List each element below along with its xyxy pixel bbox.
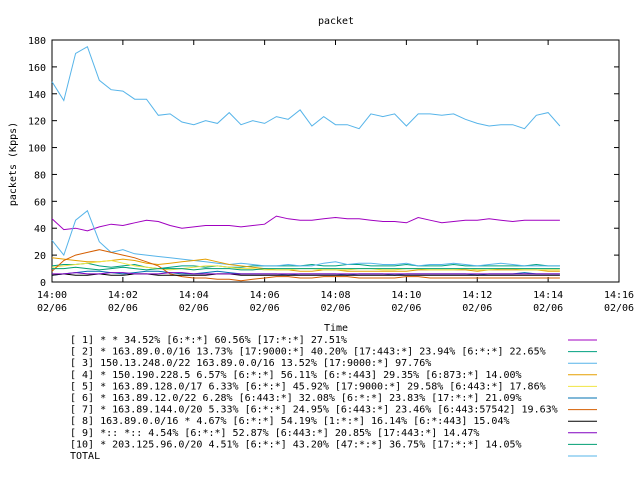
y-tick-label: 120 (28, 117, 46, 128)
y-axis-ticks: 0 20 40 60 80 100 120 140 160 180 (28, 36, 619, 289)
legend-entry-label: [10] * 203.125.96.0/20 4.51% [6:*:*] 43.… (70, 439, 522, 450)
legend-entry-label: [ 5] * 163.89.128.0/17 6.33% [6:*:*] 45.… (70, 381, 546, 392)
series-line-4 (51, 257, 560, 272)
x-tick-label-time: 14:04 (179, 290, 209, 301)
y-axis-label: packets (Kpps) (8, 122, 19, 206)
x-tick-label-date: 02/06 (250, 303, 280, 314)
series-line-3 (51, 209, 560, 267)
y-tick-label: 160 (28, 63, 46, 74)
legend-entry-label: [ 3] 150.13.248.0/22 163.89.0.0/16 13.52… (70, 358, 431, 369)
x-tick-label-time: 14:16 (604, 290, 634, 301)
x-tick-label-date: 02/06 (604, 303, 634, 314)
x-tick-label-date: 02/06 (320, 303, 350, 314)
series-line-1 (51, 215, 560, 232)
legend-entry-label: [ 7] * 163.89.144.0/20 5.33% [6:*:*] 24.… (70, 405, 558, 416)
x-tick-label-time: 14:06 (250, 290, 280, 301)
y-tick-label: 180 (28, 36, 46, 47)
legend-entry-label: [ 2] * 163.89.0.0/16 13.73% [17:9000:*] … (70, 347, 546, 358)
y-tick-label: 140 (28, 90, 46, 101)
x-tick-label-date: 02/06 (462, 303, 492, 314)
x-tick-label-date: 02/06 (179, 303, 209, 314)
x-tick-label-date: 02/06 (108, 303, 138, 314)
series-line-7 (51, 249, 560, 282)
y-tick-label: 100 (28, 144, 46, 155)
series-lines (51, 45, 561, 282)
x-tick-label-time: 14:10 (391, 290, 421, 301)
y-tick-label: 40 (34, 224, 46, 235)
legend-entry-label: [ 8] 163.89.0.0/16 * 4.67% [6:*:*] 54.19… (70, 416, 510, 427)
y-tick-label: 0 (40, 278, 46, 289)
x-tick-label-time: 14:08 (320, 290, 350, 301)
x-axis-ticks: 14:00 02/06 14:02 02/06 14:04 02/06 14:06 02/06… (37, 40, 634, 314)
y-tick-label: 60 (34, 197, 46, 208)
x-axis-label: Time (324, 323, 348, 334)
x-tick-label-time: 14:14 (533, 290, 563, 301)
legend-entry-label: TOTAL (70, 451, 100, 462)
x-tick-label-time: 14:02 (108, 290, 138, 301)
legend: [ 1] * * 34.52% [6:*:*] 60.56% [17:*:*] … (70, 335, 597, 462)
x-tick-label-date: 02/06 (37, 303, 67, 314)
x-tick-label-date: 02/06 (533, 303, 563, 314)
chart-title: packet (318, 16, 354, 27)
y-tick-label: 20 (34, 251, 46, 262)
legend-entry-label: [ 9] *:: *:: 4.54% [6:*:*] 52.87% [6:443… (70, 428, 479, 439)
series-line-10 (52, 266, 560, 271)
x-tick-label-time: 14:00 (37, 290, 67, 301)
series-line-11 (51, 45, 561, 130)
y-tick-label: 80 (34, 170, 46, 181)
x-tick-label-date: 02/06 (391, 303, 421, 314)
plot-area-border (51, 39, 620, 283)
x-tick-label-time: 14:12 (462, 290, 492, 301)
legend-entry-label: [ 6] * 163.89.12.0/22 6.28% [6:443:*] 32… (70, 393, 522, 404)
legend-entry-label: [ 1] * * 34.52% [6:*:*] 60.56% [17:*:*] … (70, 335, 347, 346)
legend-entry-label: [ 4] * 150.190.228.5 6.57% [6:*:*] 56.11… (70, 370, 522, 381)
series-line-9 (52, 272, 560, 275)
